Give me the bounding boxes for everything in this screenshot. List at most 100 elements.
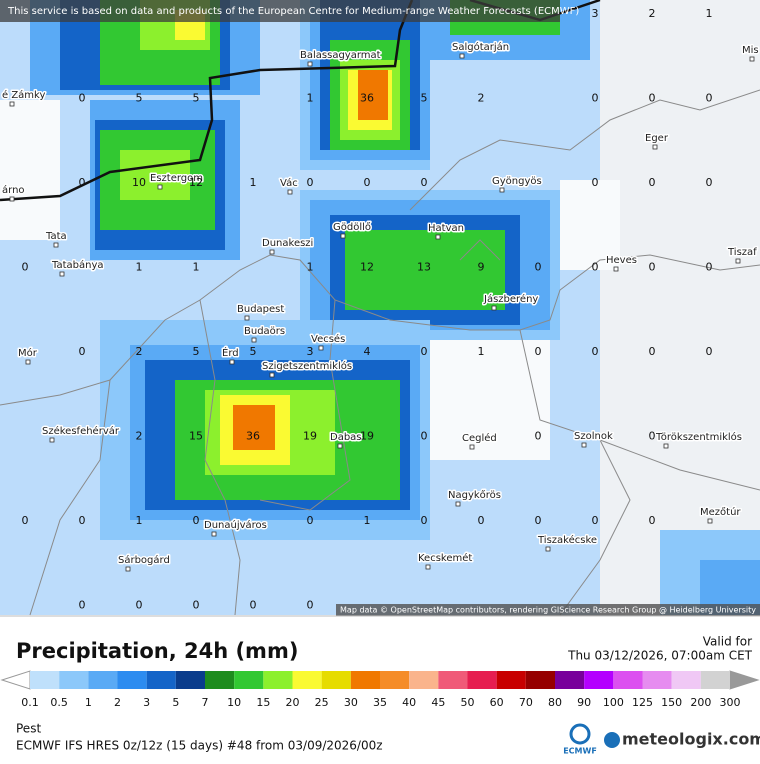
place-marker — [53, 242, 59, 248]
place-label: Balassagyarmat — [300, 50, 381, 61]
place-label: Gödöllő — [333, 221, 371, 233]
grid-value: 0 — [592, 345, 599, 358]
legend-swatch — [205, 671, 235, 689]
place-marker — [545, 546, 551, 552]
legend-label: 125 — [632, 696, 653, 709]
place-label: Cegléd — [462, 432, 497, 444]
grid-value: 10 — [132, 176, 146, 189]
place-marker — [157, 184, 163, 190]
place-marker — [337, 443, 343, 449]
place-label: Esztergom — [150, 173, 203, 184]
grid-value: 19 — [360, 430, 374, 443]
grid-value: 0 — [649, 176, 656, 189]
legend-label: 0.5 — [50, 696, 68, 709]
legend-swatch — [555, 671, 585, 689]
ecmwf-logo: ECMWF — [563, 747, 597, 756]
grid-value: 12 — [360, 261, 374, 274]
grid-value: 0 — [535, 345, 542, 358]
place-label: Dunakeszi — [262, 238, 313, 249]
grid-value: 0 — [307, 176, 314, 189]
location: Pest — [16, 722, 41, 736]
precip-cell — [345, 230, 505, 310]
model-info: ECMWF IFS HRES 0z/12z (15 days) #48 from… — [16, 739, 383, 753]
place-label: Vác — [280, 177, 298, 189]
grid-value: 1 — [706, 7, 713, 20]
legend-swatch — [88, 671, 118, 689]
place-label: Salgótarján — [452, 41, 509, 53]
place-label: Hatvan — [428, 223, 464, 234]
place-label: Gyöngyös — [492, 176, 542, 187]
legend-label: 150 — [661, 696, 682, 709]
legend-swatch — [292, 671, 322, 689]
admin-borders — [0, 89, 760, 616]
place-label: Dunaújváros — [204, 519, 267, 531]
attribution: Map data © OpenStreetMap contributors, r… — [340, 606, 756, 615]
legend-swatch — [700, 671, 730, 689]
grid-value: 1 — [250, 176, 257, 189]
legend-swatch — [30, 671, 60, 689]
legend-swatch — [321, 671, 351, 689]
legend-label: 35 — [373, 696, 387, 709]
grid-value: 0 — [592, 92, 599, 105]
valid-label: Valid for — [703, 635, 752, 649]
place-label: Mór — [18, 347, 38, 359]
place-marker — [59, 271, 65, 277]
legend-swatch — [117, 671, 147, 689]
precip-cell — [560, 180, 620, 270]
place-label: é Zámky — [2, 89, 45, 101]
grid-value: 0 — [193, 599, 200, 612]
place-marker — [455, 501, 461, 507]
place-label: Jászberény — [483, 293, 538, 305]
place-marker — [652, 144, 658, 150]
precip-cell — [120, 150, 190, 200]
place-marker — [318, 345, 324, 351]
place-label: Sárbogárd — [118, 554, 170, 566]
place-label: Eger — [645, 133, 669, 144]
grid-value: 0 — [649, 92, 656, 105]
place-marker — [251, 337, 257, 343]
legend-swatch — [263, 671, 293, 689]
grid-value: 0 — [592, 514, 599, 527]
place-marker — [581, 442, 587, 448]
place-label: Szolnok — [574, 431, 613, 442]
legend-label: 0.1 — [21, 696, 39, 709]
grid-value: 1 — [307, 261, 314, 274]
legend-swatch — [380, 671, 410, 689]
place-marker — [435, 234, 441, 240]
legend-swatch — [642, 671, 672, 689]
legend-label: 90 — [577, 696, 591, 709]
grid-value: 15 — [189, 430, 203, 443]
place-marker — [269, 372, 275, 378]
legend-swatch — [671, 671, 701, 689]
place-label: Mis — [742, 45, 759, 56]
place-marker — [499, 187, 505, 193]
grid-value: 1 — [136, 514, 143, 527]
grid-value: 2 — [478, 92, 485, 105]
place-marker — [244, 315, 250, 321]
place-marker — [749, 56, 755, 62]
legend-high-arrow — [729, 670, 760, 690]
place-label: Szigetszentmiklós — [262, 360, 352, 372]
precip-cell — [430, 340, 550, 460]
place-marker — [25, 359, 31, 365]
precip-cell — [358, 70, 388, 120]
legend-low-arrow — [0, 670, 31, 690]
place-marker — [307, 61, 313, 67]
banner-background — [0, 0, 560, 22]
grid-value: 5 — [193, 92, 200, 105]
legend-label: 50 — [461, 696, 475, 709]
grid-value: 1 — [307, 92, 314, 105]
place-marker — [469, 444, 475, 450]
grid-value: 0 — [307, 599, 314, 612]
legend-label: 25 — [315, 696, 329, 709]
grid-value: 1 — [193, 261, 200, 274]
place-label: Törökszentmiklós — [655, 431, 742, 443]
place-marker — [9, 196, 15, 202]
legend-label: 3 — [143, 696, 150, 709]
place-marker — [663, 443, 669, 449]
legend-label: 200 — [690, 696, 711, 709]
grid-value: 0 — [706, 92, 713, 105]
place-marker — [9, 101, 15, 107]
precip-cell — [233, 405, 275, 450]
grid-value: 2 — [136, 430, 143, 443]
